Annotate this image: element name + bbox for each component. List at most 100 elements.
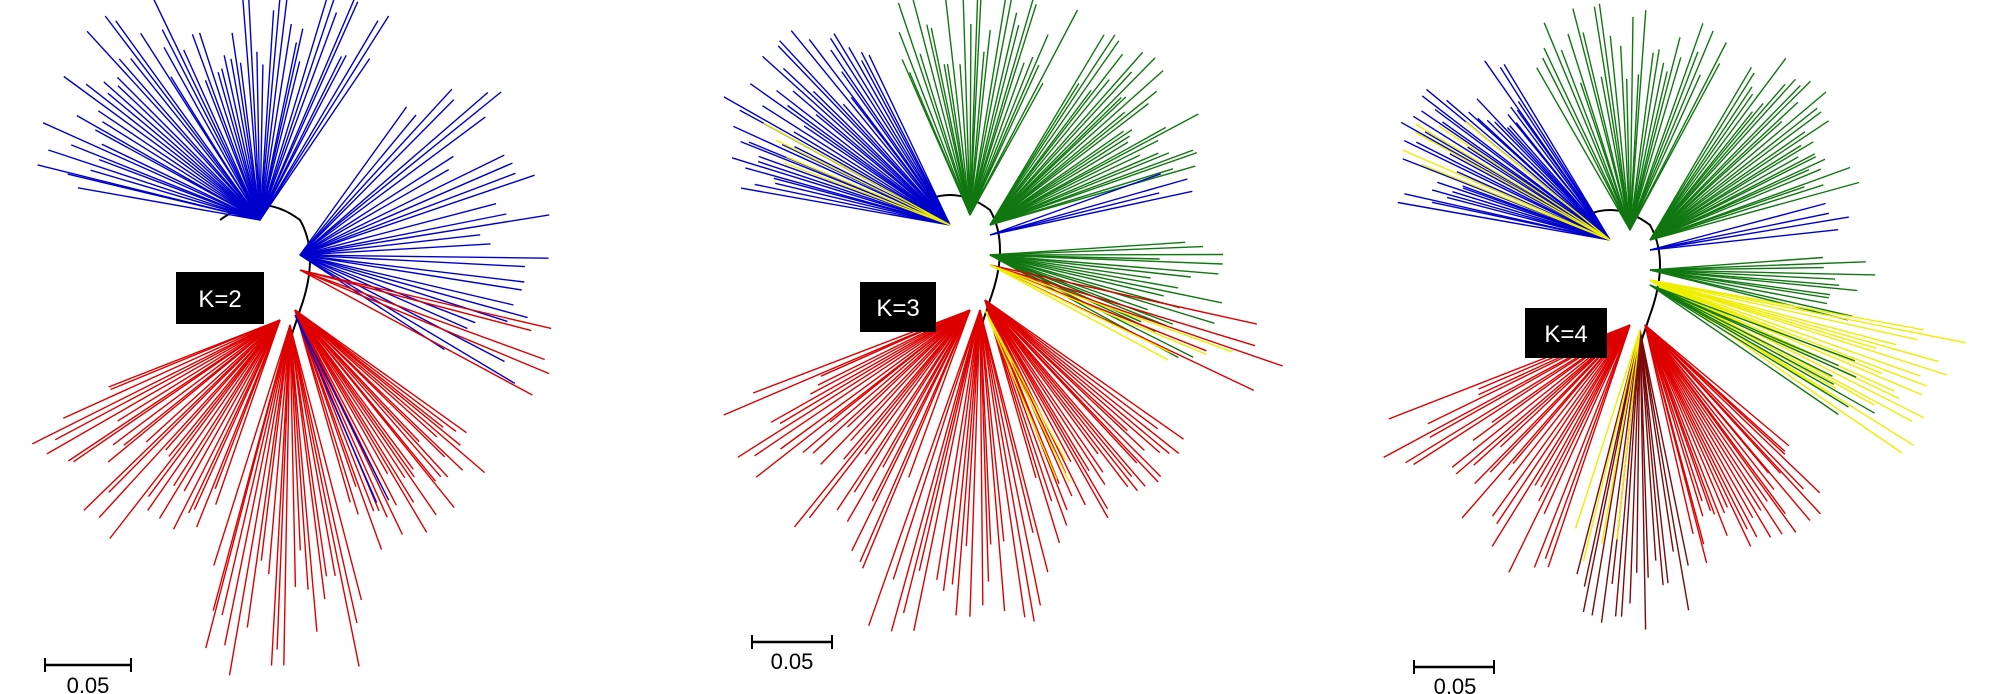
tree-branch [1402, 149, 1611, 241]
tree-branch [984, 299, 1180, 454]
tree-branch [908, 309, 971, 478]
tree-branch [299, 269, 550, 375]
tree-branch [85, 83, 261, 221]
tree-branch [1438, 125, 1611, 241]
tree-branch [98, 319, 281, 518]
tree-branch [984, 299, 1099, 455]
cluster-label-text-k4: K=4 [1544, 321, 1587, 348]
tree-branch [868, 309, 981, 626]
cluster-label-text-k3: K=3 [876, 295, 919, 322]
tree-branch [259, 54, 347, 221]
tree-branch [1465, 121, 1611, 241]
tree-branch [299, 214, 550, 256]
tree-branch [108, 319, 281, 388]
tree-branch [1533, 324, 1631, 568]
tree-branch [299, 254, 476, 324]
tree-branch [299, 162, 513, 256]
tree-branch [299, 155, 454, 256]
tree-branch [299, 99, 455, 256]
tree-branch [1649, 181, 1860, 241]
tree-branch [1491, 324, 1631, 517]
tree-branch [989, 173, 1162, 236]
tree-branch [1609, 35, 1631, 231]
tree-branch [1639, 329, 1674, 552]
tree-branch [1644, 324, 1754, 519]
tree-branch [294, 314, 378, 503]
tree-branch [299, 154, 505, 256]
tree-branch [299, 269, 533, 396]
tree-branch [168, 319, 281, 457]
tree-branch [1629, 10, 1647, 231]
tree-branch [969, 82, 1044, 216]
tree-branch [793, 309, 971, 528]
tree-branch [256, 51, 261, 221]
tree-branch [868, 54, 951, 226]
tree-branch [1649, 266, 1824, 271]
tree-branch [101, 143, 261, 221]
tree-branch [984, 299, 1106, 485]
scale-bar-label-k4: 0.05 [1434, 674, 1477, 694]
tree-branch [1582, 32, 1631, 231]
tree-branch [1614, 329, 1641, 617]
tree-branch [812, 309, 971, 454]
tree-branches-k2 [31, 0, 552, 676]
tree-branch [989, 264, 1169, 361]
tree-branch [147, 319, 281, 511]
tree-panel-k3: K=3 0.05 [723, 0, 1283, 674]
tree-branch [1616, 329, 1641, 540]
tree-branch [1415, 123, 1611, 241]
tree-branch [213, 324, 291, 566]
scale-bar-k3: 0.05 [751, 635, 833, 674]
tree-branch [979, 309, 1026, 618]
tree-branch [183, 49, 261, 221]
tree-branch [979, 309, 1034, 533]
scale-bar-k2: 0.05 [44, 658, 132, 694]
tree-branch [76, 114, 261, 221]
tree-branch [898, 31, 971, 216]
tree-branch [299, 114, 417, 256]
tree-branch [97, 110, 261, 221]
tree-branch [1649, 284, 1839, 416]
tree-branch [259, 61, 301, 221]
tree-panel-k2: K=2 0.05 [31, 0, 552, 694]
tree-branch [1601, 329, 1641, 544]
tree-branch [1461, 324, 1631, 519]
tree-branch [1415, 131, 1611, 241]
scale-bar-k4: 0.05 [1413, 660, 1495, 694]
cluster-label-k4: K=4 [1525, 308, 1607, 358]
tree-branch [299, 254, 508, 323]
tree-branch [1649, 229, 1839, 251]
tree-branch [1649, 202, 1826, 251]
tree-branch [299, 254, 516, 385]
tree-branch [1649, 269, 1858, 292]
tree-branch [989, 141, 1129, 226]
tree-branch [77, 187, 261, 221]
tree-branch [123, 319, 281, 446]
tree-branch [1649, 168, 1822, 241]
tree-branch [299, 254, 549, 259]
tree-branch [170, 76, 261, 221]
tree-branch [299, 91, 502, 256]
tree-branch [299, 88, 453, 256]
tree-branch [989, 264, 1258, 325]
tree-branch [299, 106, 408, 256]
tree-branch [755, 309, 971, 478]
tree-branch [1503, 64, 1611, 241]
tree-branch [48, 149, 261, 221]
scale-bar-label-k2: 0.05 [67, 673, 110, 694]
tree-branch [1649, 279, 1948, 376]
tree-panel-k4: K=4 0.05 [1383, 3, 1966, 694]
tree-branch [191, 33, 261, 221]
tree-branch [299, 116, 486, 256]
tree-branch [984, 299, 1145, 451]
tree-branch [1649, 156, 1799, 241]
tree-branch [919, 53, 971, 216]
tree-branch [1491, 324, 1631, 423]
tree-branch [90, 169, 261, 221]
tree-branch [752, 309, 971, 394]
tree-branch [259, 58, 371, 221]
tree-branch [989, 254, 1223, 265]
tree-branch [299, 254, 525, 283]
cluster-label-k2: K=2 [176, 272, 264, 324]
tree-branch [989, 253, 1224, 256]
